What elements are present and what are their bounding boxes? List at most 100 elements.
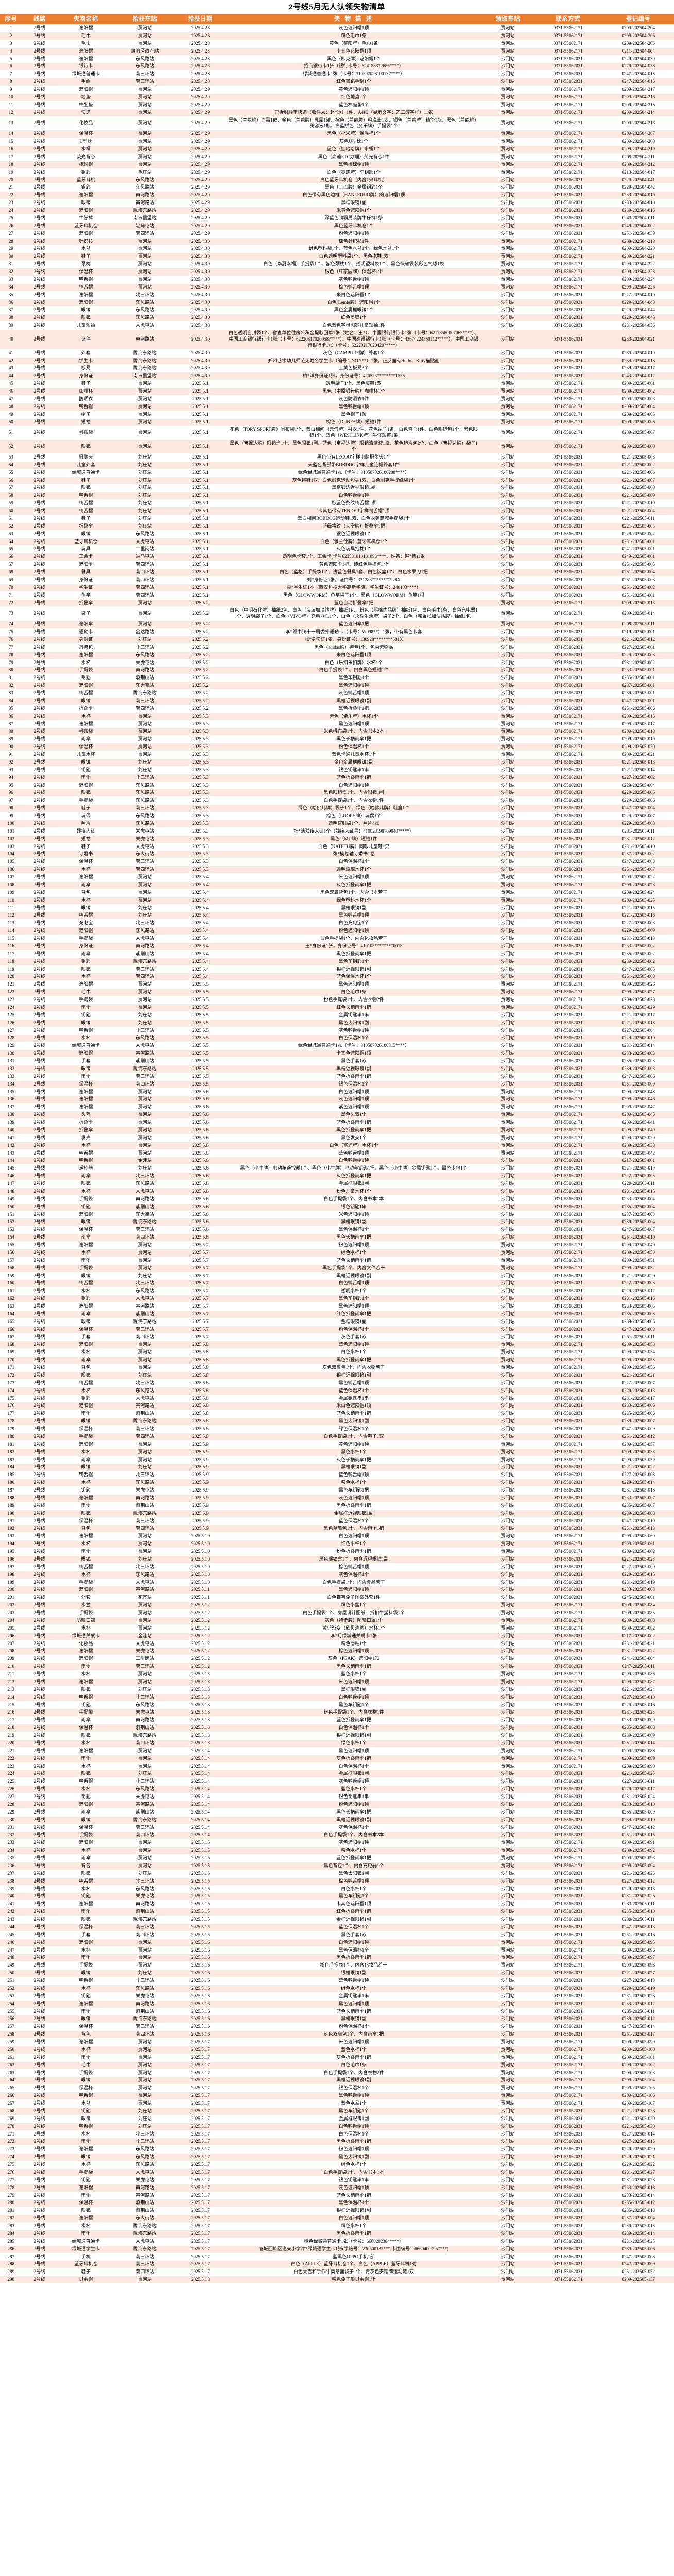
cell-line: 2号线 — [22, 658, 58, 667]
cell-found-date: 2025.5.17 — [175, 2138, 226, 2146]
cell-description: 黑框眼镜1副 — [225, 1463, 482, 1472]
cell-claim-station: 沙门站 — [482, 1202, 533, 1211]
cell-description: 黑色折叠雨伞1把 — [225, 2138, 482, 2146]
cell-found-date: 2025.5.8 — [175, 1394, 226, 1403]
table-row: 228 2号线 遮阳帽 黄河路站 2025.5.14 粉色遮阳帽1顶 沙门站 0371-551… — [0, 1800, 674, 1809]
cell-claim-station: 贾河站 — [482, 1241, 533, 1249]
cell-index: 94 — [0, 773, 22, 782]
cell-registration-number: 0235-202505-009 — [602, 1808, 674, 1817]
cell-item-name: 鸭舌帽 — [57, 1977, 115, 1985]
cell-found-date: 2025.5.2 — [175, 643, 226, 652]
cell-description: 透明色卡套1个、工会卡(卡号623531010101093****、姓名：赵*博… — [225, 553, 482, 562]
cell-line: 2号线 — [22, 896, 58, 905]
cell-found-station: 金洼站 — [114, 1157, 176, 1165]
table-row: 229 2号线 雨伞 紫荆山站 2025.5.14 黑色长柄雨伞1把 沙门站 0371-551… — [0, 1808, 674, 1817]
column-header-line: 线路 — [22, 14, 58, 25]
cell-item-name: 水杯 — [57, 2222, 115, 2230]
cell-registration-number: 0227-202505-006 — [602, 1279, 674, 1288]
cell-description: 绿色塑料水杯1个 — [225, 896, 482, 905]
cell-registration-number: 0251-202505-003 — [602, 575, 674, 584]
cell-found-date: 2025.5.3 — [175, 751, 226, 759]
cell-index: 222 — [0, 1754, 22, 1763]
table-row: 218 2号线 保温杯 紫荆山站 2025.5.13 白色保温杯1个 沙门站 0371-551… — [0, 1724, 674, 1732]
table-row: 177 2号线 雨伞 紫荆山站 2025.5.8 蓝色长柄雨伞1把 沙门站 0371-5516… — [0, 1410, 674, 1418]
cell-index: 210 — [0, 1663, 22, 1671]
cell-found-date: 2025.5.3 — [175, 727, 226, 736]
cell-claim-station: 沙门站 — [482, 583, 533, 592]
table-row: 38 2号线 眼镜 东风路站 2025.4.30 红色墨镜1个 沙门站 0371-551620… — [0, 314, 674, 323]
cell-claim-station: 沙门站 — [482, 1984, 533, 1993]
cell-description: 金属框近视眼镜1副 — [225, 1509, 482, 1518]
table-row: 198 2号线 水杯 东风路站 2025.5.10 灰色保温杯1个 沙门站 0371-5516… — [0, 1570, 674, 1579]
cell-index: 219 — [0, 1732, 22, 1740]
table-row: 65 2号线 玩具 二里岗站 2025.5.1 灰色玩具抱枕1个 沙门站 0371-55162… — [0, 545, 674, 554]
cell-line: 2号线 — [22, 1663, 58, 1671]
cell-contact: 0371-55162171 — [533, 1540, 603, 1548]
cell-registration-number: 0221-202505-025 — [602, 1770, 674, 1778]
cell-found-station: 刘庄站 — [114, 1969, 176, 1977]
cell-line: 2号线 — [22, 1670, 58, 1679]
cell-contact: 0371-55162031 — [533, 628, 603, 636]
cell-line: 2号线 — [22, 635, 58, 644]
cell-contact: 0371-55162171 — [533, 439, 603, 454]
cell-description: 黑框近视眼镜1副 — [225, 697, 482, 705]
cell-item-name: 保温杯 — [57, 2084, 115, 2093]
cell-claim-station: 沙门站 — [482, 2237, 533, 2246]
cell-index: 156 — [0, 1248, 22, 1257]
cell-contact: 0371-55162171 — [533, 880, 603, 889]
cell-claim-station: 沙门站 — [482, 1049, 533, 1058]
cell-found-station: 南四环站 — [114, 1930, 176, 1939]
cell-registration-number: 0221-202505-010 — [602, 499, 674, 507]
cell-registration-number: 0221-202505-020 — [602, 1272, 674, 1280]
cell-line: 2号线 — [22, 2145, 58, 2154]
cell-index: 65 — [0, 545, 22, 554]
table-row: 262 2号线 毛巾 贾河站 2025.5.17 白色毛巾1条 贾河站 0371-551621… — [0, 2061, 674, 2070]
cell-found-station: 贾河站 — [114, 418, 176, 427]
cell-claim-station: 贾河站 — [482, 1754, 533, 1763]
table-row: 23 2号线 眼镜 黄河路站 2025.4.29 黑框眼镜1副 沙门站 0371-551620… — [0, 199, 674, 207]
cell-found-station: 南三环站 — [114, 2252, 176, 2261]
cell-contact: 0371-55162031 — [533, 499, 603, 507]
cell-item-name: 钥匙 — [57, 1202, 115, 1211]
cell-line: 2号线 — [22, 773, 58, 782]
cell-index: 164 — [0, 1310, 22, 1318]
cell-item-name: 保温杯 — [57, 858, 115, 867]
cell-line: 2号线 — [22, 1885, 58, 1893]
cell-found-date: 2025.5.9 — [175, 1517, 226, 1526]
cell-item-name: 水杯 — [57, 1386, 115, 1395]
cell-index: 232 — [0, 1831, 22, 1840]
cell-line: 2号线 — [22, 168, 58, 177]
table-row: 279 2号线 雨伞 黄河路站 2025.5.17 蓝色长柄雨伞1把 沙门站 0371-551… — [0, 2191, 674, 2200]
cell-found-station: 贾河站 — [114, 1946, 176, 1955]
cell-claim-station: 沙门站 — [482, 1685, 533, 1694]
cell-found-station: 东大街站 — [114, 682, 176, 690]
table-row: 151 2号线 遮阳帽 东大街站 2025.5.6 米色遮阳帽1顶 沙门站 0371-5516… — [0, 1210, 674, 1219]
cell-line: 2号线 — [22, 1118, 58, 1127]
cell-index: 224 — [0, 1770, 22, 1778]
table-row: 247 2号线 水杯 贾河站 2025.5.16 黑色保温杯1个 贾河站 0371-55162… — [0, 1946, 674, 1955]
table-row: 1 2号线 遮阳帽 贾河站 2025.4.28 灰色遮阳帽1顶 贾河站 0371-551621… — [0, 24, 674, 32]
cell-found-date: 2025.4.28 — [175, 31, 226, 40]
cell-claim-station: 沙门站 — [482, 1739, 533, 1748]
cell-description: 蓝色（娃哈哈牌）水桶1个 — [225, 145, 482, 154]
cell-index: 137 — [0, 1103, 22, 1112]
cell-contact: 0371-55162031 — [533, 321, 603, 330]
cell-found-date: 2025.5.16 — [175, 2030, 226, 2039]
cell-registration-number: 0229-202505-016 — [602, 1701, 674, 1709]
cell-registration-number: 0209-202505-085 — [602, 1609, 674, 1617]
cell-found-station: 北三环站 — [114, 1026, 176, 1035]
cell-item-name: 防晒衣 — [57, 395, 115, 403]
cell-description: 黑色车钥匙1把 — [225, 1486, 482, 1495]
cell-claim-station: 贾河站 — [482, 996, 533, 1004]
cell-line: 2号线 — [22, 911, 58, 920]
cell-claim-station: 贾河站 — [482, 100, 533, 109]
cell-found-station: 关虎屯站 — [114, 935, 176, 943]
table-row: 55 2号线 绿城通普通卡 刘庄站 2025.5.1 绿色绿城通普通卡1张（卡号：3105… — [0, 468, 674, 477]
cell-line: 2号线 — [22, 191, 58, 200]
cell-registration-number: 0209-202505-008 — [602, 439, 674, 454]
cell-item-name: 板凳 — [57, 364, 115, 373]
cell-registration-number: 0209-202505-017 — [602, 720, 674, 728]
cell-description: 红色地垫2个 — [225, 93, 482, 101]
cell-contact: 0371-55162031 — [533, 904, 603, 912]
table-row: 255 2号线 雨伞 紫荆山站 2025.5.16 蓝色长柄雨伞1把 沙门站 0371-551… — [0, 2007, 674, 2016]
